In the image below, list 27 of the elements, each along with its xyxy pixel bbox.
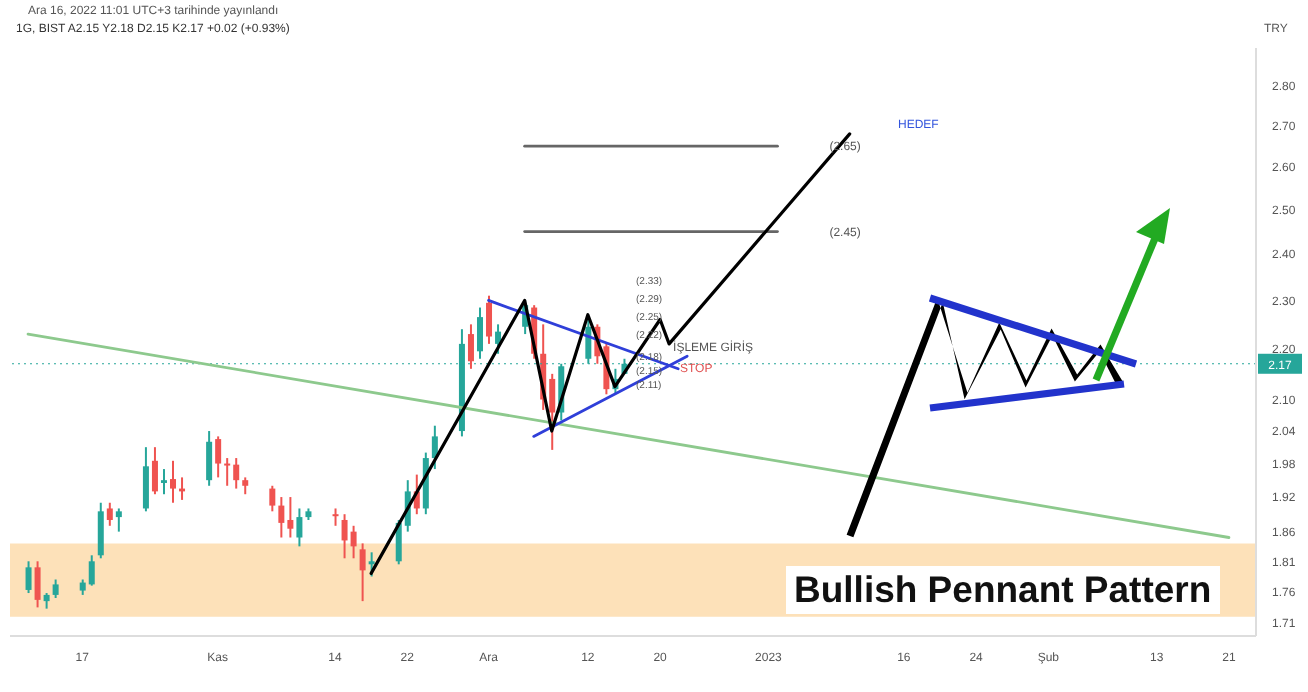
candlestick — [332, 507, 339, 527]
candlestick — [52, 578, 59, 600]
candlestick — [151, 446, 158, 496]
candlestick — [269, 484, 276, 513]
candlestick — [431, 424, 438, 471]
candlestick — [368, 551, 375, 578]
candlestick — [34, 560, 41, 609]
candlestick — [495, 323, 502, 355]
candlestick — [359, 542, 366, 603]
candlestick — [160, 468, 167, 496]
candlestick — [215, 435, 222, 479]
candlestick — [25, 560, 32, 595]
candlestick — [296, 507, 303, 548]
candlestick — [350, 524, 357, 560]
candlestick — [106, 501, 113, 527]
candlestick — [115, 507, 122, 533]
candlestick — [97, 501, 104, 560]
candlestick — [278, 496, 285, 539]
candlestick — [467, 323, 474, 370]
candlestick — [206, 430, 213, 487]
candlestick — [170, 459, 177, 504]
candlestick — [224, 457, 231, 487]
annotation: Bullish Pennant Pattern — [786, 566, 1220, 614]
candlestick — [88, 554, 95, 587]
candlestick — [476, 306, 483, 360]
candlestick — [486, 294, 493, 345]
candlestick — [142, 446, 149, 513]
